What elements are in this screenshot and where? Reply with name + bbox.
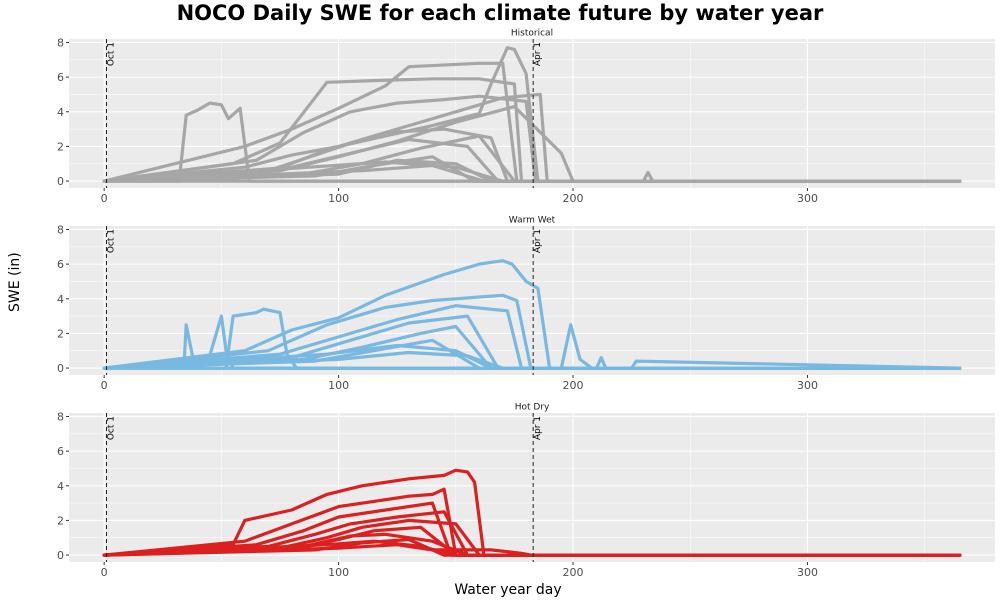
series-line bbox=[102, 259, 962, 370]
x-axis-label: Water year day bbox=[454, 582, 562, 598]
y-tick-label: 6 bbox=[57, 258, 64, 271]
panel-strip-label: Historical bbox=[511, 29, 553, 39]
x-tick-label: 100 bbox=[328, 192, 349, 205]
series-line bbox=[102, 293, 962, 370]
chart-title: NOCO Daily SWE for each climate future b… bbox=[176, 1, 824, 25]
panel-strip bbox=[69, 402, 995, 413]
series-line bbox=[102, 468, 962, 557]
y-tick-label: 8 bbox=[57, 410, 64, 423]
y-tick-label: 0 bbox=[57, 362, 64, 375]
x-tick-label: 100 bbox=[328, 566, 349, 579]
panel-warm-wet: Warm Wet Oct 1 Apr 1 0 2 4 6 8 0 100 200 300 bbox=[57, 215, 995, 392]
reference-line-label: Oct 1 bbox=[107, 229, 117, 253]
x-tick-label: 200 bbox=[563, 566, 584, 579]
series-line bbox=[102, 543, 962, 557]
x-tick-label: 0 bbox=[101, 192, 108, 205]
x-tick-label: 300 bbox=[797, 566, 818, 579]
y-tick-label: 0 bbox=[57, 549, 64, 562]
panel-background bbox=[69, 413, 995, 562]
series-line bbox=[102, 356, 962, 370]
panel-historical: Historical Oct 1 Apr 1 0 2 4 6 8 0 100 200 300 bbox=[57, 28, 995, 205]
reference-line-label: Oct 1 bbox=[107, 42, 117, 66]
reference-line-label: Apr 1 bbox=[533, 42, 543, 66]
x-tick-label: 0 bbox=[101, 566, 108, 579]
panel-strip bbox=[69, 215, 995, 226]
x-tick-label: 300 bbox=[797, 192, 818, 205]
reference-line-label: Apr 1 bbox=[533, 229, 543, 253]
y-tick-label: 0 bbox=[57, 175, 64, 188]
y-tick-label: 8 bbox=[57, 223, 64, 236]
y-tick-label: 4 bbox=[57, 293, 64, 306]
y-tick-label: 4 bbox=[57, 106, 64, 119]
series-line bbox=[102, 61, 962, 183]
x-tick-label: 0 bbox=[101, 379, 108, 392]
reference-line-label: Apr 1 bbox=[533, 416, 543, 440]
series-line bbox=[102, 77, 962, 183]
series-line bbox=[102, 307, 962, 370]
x-tick-label: 100 bbox=[328, 379, 349, 392]
y-tick-label: 2 bbox=[57, 514, 64, 527]
series-line bbox=[102, 510, 962, 557]
panel-strip-label: Warm Wet bbox=[509, 216, 556, 226]
panel-strip bbox=[69, 28, 995, 39]
series-line bbox=[102, 46, 575, 183]
y-tick-label: 8 bbox=[57, 36, 64, 49]
y-tick-label: 2 bbox=[57, 327, 64, 340]
y-tick-label: 4 bbox=[57, 480, 64, 493]
panel-strip-label: Hot Dry bbox=[515, 403, 550, 413]
series-line bbox=[102, 170, 962, 183]
panel-background bbox=[69, 226, 995, 375]
x-tick-label: 200 bbox=[563, 192, 584, 205]
x-tick-label: 200 bbox=[563, 379, 584, 392]
x-tick-label: 300 bbox=[797, 379, 818, 392]
y-tick-label: 2 bbox=[57, 140, 64, 153]
y-tick-label: 6 bbox=[57, 445, 64, 458]
series-line bbox=[102, 304, 962, 370]
panel-hot-dry: Hot Dry Oct 1 Apr 1 0 2 4 6 8 0 100 200 300 bbox=[57, 402, 995, 579]
reference-line-label: Oct 1 bbox=[107, 416, 117, 440]
y-tick-label: 6 bbox=[57, 71, 64, 84]
